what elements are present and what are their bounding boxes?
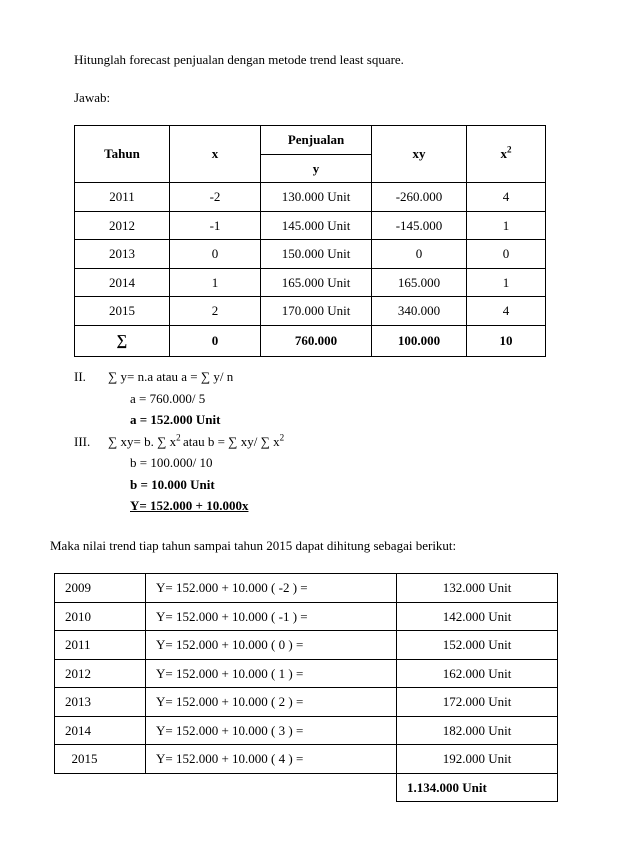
table-row: 2012 -1 145.000 Unit -145.000 1 [75,211,546,240]
eq-III-result: b = 10.000 Unit [130,475,215,495]
eq-final: Y= 152.000 + 10.000x [130,496,248,516]
th-x2: x2 [467,126,546,183]
table-row: 2012 Y= 152.000 + 10.000 ( 1 ) = 162.000… [55,659,558,688]
conclusion-text: Maka nilai trend tiap tahun sampai tahun… [50,536,588,556]
table-row: 2011 Y= 152.000 + 10.000 ( 0 ) = 152.000… [55,631,558,660]
table-row-total: 1.134.000 Unit [55,773,558,802]
th-x: x [170,126,261,183]
answer-label: Jawab: [74,88,588,108]
eq-II-result: a = 152.000 Unit [130,410,220,430]
th-tahun: Tahun [75,126,170,183]
intro-text: Hitunglah forecast penjualan dengan meto… [74,50,588,70]
table-row: 2013 Y= 152.000 + 10.000 ( 2 ) = 172.000… [55,688,558,717]
eq-II-label: II. [74,367,108,387]
eq-III-expr: ∑ xy= b. ∑ x2 atau b = ∑ xy/ ∑ x2 [108,432,284,452]
table-row: 2009 Y= 152.000 + 10.000 ( -2 ) = 132.00… [55,574,558,603]
eq-III-label: III. [74,432,108,452]
table-row-total: ∑ 0 760.000 100.000 10 [75,325,546,357]
eq-III-step: b = 100.000/ 10 [130,453,212,473]
th-xy: xy [372,126,467,183]
table-row: 2015 Y= 152.000 + 10.000 ( 4 ) = 192.000… [55,745,558,774]
equations-block: II. ∑ y= n.a atau a = ∑ y/ n a = 760.000… [74,367,588,516]
data-table-body: 2011 -2 130.000 Unit -260.000 4 2012 -1 … [75,183,546,357]
table-row: 2015 2 170.000 Unit 340.000 4 [75,297,546,326]
table-row: 2014 Y= 152.000 + 10.000 ( 3 ) = 182.000… [55,716,558,745]
th-y: y [261,154,372,183]
table-row: 2014 1 165.000 Unit 165.000 1 [75,268,546,297]
result-table: 2009 Y= 152.000 + 10.000 ( -2 ) = 132.00… [54,573,558,802]
document-page: Hitunglah forecast penjualan dengan meto… [0,0,638,862]
table-row: 2010 Y= 152.000 + 10.000 ( -1 ) = 142.00… [55,602,558,631]
table-row: 2013 0 150.000 Unit 0 0 [75,240,546,269]
eq-II-step: a = 760.000/ 5 [130,389,205,409]
table-row: 2011 -2 130.000 Unit -260.000 4 [75,183,546,212]
data-table: Tahun x Penjualan xy x2 y 2011 -2 130.00… [74,125,546,357]
th-penjualan: Penjualan [261,126,372,155]
eq-II-expr: ∑ y= n.a atau a = ∑ y/ n [108,367,233,387]
